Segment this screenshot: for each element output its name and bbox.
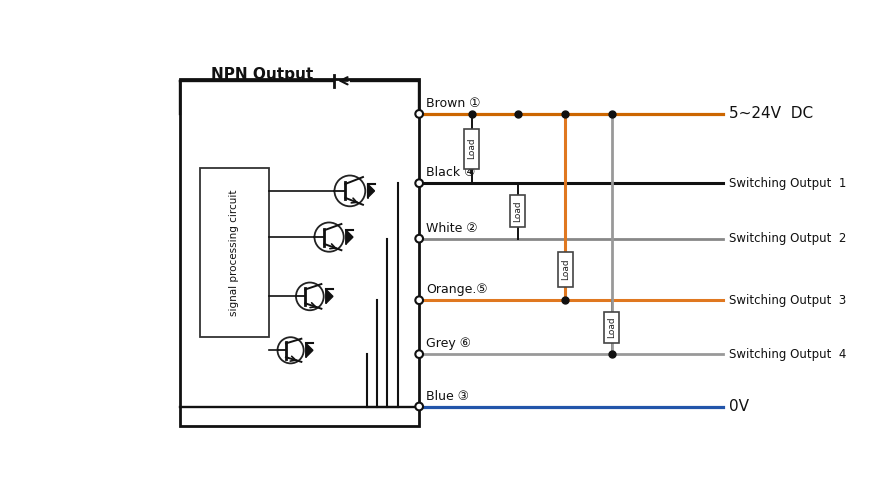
Bar <box>464 128 480 168</box>
Bar <box>200 168 269 337</box>
Text: Load: Load <box>514 200 522 222</box>
Text: Switching Output  1: Switching Output 1 <box>730 176 847 190</box>
Text: Orange.⑤: Orange.⑤ <box>426 284 487 296</box>
Polygon shape <box>326 290 333 304</box>
Text: Brown ①: Brown ① <box>426 97 480 110</box>
Text: 0V: 0V <box>730 399 750 414</box>
Text: Switching Output  2: Switching Output 2 <box>730 232 847 245</box>
Polygon shape <box>368 184 374 198</box>
Bar <box>604 312 619 343</box>
Polygon shape <box>306 344 313 357</box>
Circle shape <box>415 296 423 304</box>
Bar <box>181 79 419 426</box>
Text: Blue ③: Blue ③ <box>426 390 469 402</box>
Text: Switching Output  3: Switching Output 3 <box>730 294 847 306</box>
Text: NPN Output: NPN Output <box>211 67 314 82</box>
Text: Load: Load <box>561 258 570 280</box>
Circle shape <box>415 235 423 242</box>
Text: Load: Load <box>467 138 476 160</box>
Circle shape <box>415 402 423 410</box>
Polygon shape <box>346 230 353 244</box>
Text: Grey ⑥: Grey ⑥ <box>426 338 471 350</box>
Circle shape <box>415 110 423 118</box>
Bar <box>558 252 573 288</box>
Text: Load: Load <box>607 316 617 338</box>
Circle shape <box>415 180 423 187</box>
Text: Switching Output  4: Switching Output 4 <box>730 348 847 360</box>
Text: 5~24V  DC: 5~24V DC <box>730 106 814 122</box>
Circle shape <box>415 350 423 358</box>
Bar <box>510 195 526 227</box>
Text: signal processing circuit: signal processing circuit <box>229 189 240 316</box>
Text: White ②: White ② <box>426 222 478 235</box>
Text: Black ④: Black ④ <box>426 166 475 179</box>
